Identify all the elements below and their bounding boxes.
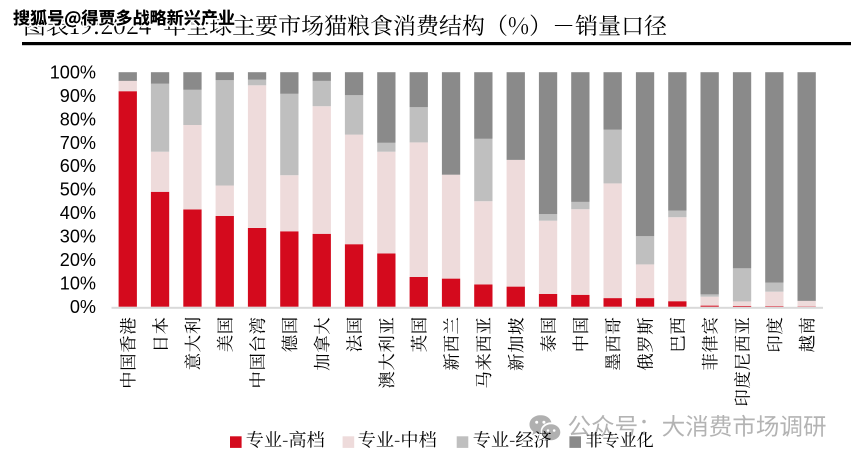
svg-text:0%: 0%: [70, 297, 96, 317]
svg-text:30%: 30%: [60, 227, 96, 247]
svg-text:50%: 50%: [60, 180, 96, 200]
svg-text:70%: 70%: [60, 133, 96, 153]
svg-text:90%: 90%: [60, 86, 96, 106]
svg-text:40%: 40%: [60, 203, 96, 223]
svg-text:10%: 10%: [60, 274, 96, 294]
svg-text:60%: 60%: [60, 156, 96, 176]
svg-text:100%: 100%: [50, 62, 96, 82]
svg-text:80%: 80%: [60, 109, 96, 129]
svg-text:20%: 20%: [60, 250, 96, 270]
